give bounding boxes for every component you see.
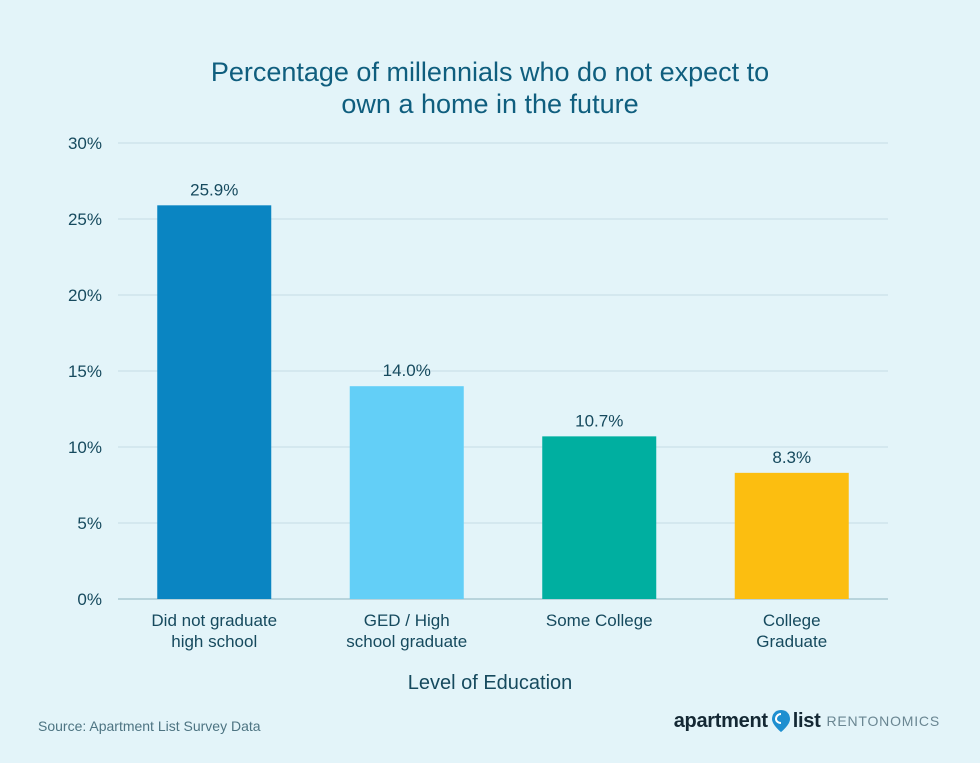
x-axis-title: Level of Education xyxy=(408,672,573,694)
source-note: Source: Apartment List Survey Data xyxy=(38,718,261,734)
x-axis-categories: Did not graduate high school GED / High sch… xyxy=(151,611,827,651)
y-tick-label: 0% xyxy=(77,590,102,609)
y-axis-ticks: 0% 5% 10% 15% 20% 25% 30% xyxy=(68,134,102,609)
chart-title: Percentage of millennials who do not exp… xyxy=(211,57,769,119)
bar xyxy=(734,472,849,599)
y-tick-label: 25% xyxy=(68,210,102,229)
chart-title-line: own a home in the future xyxy=(341,89,638,119)
y-tick-label: 5% xyxy=(77,514,102,533)
bar xyxy=(157,205,272,599)
brand-name-part1: apartment xyxy=(673,709,768,732)
map-pin-icon xyxy=(771,710,790,732)
bar xyxy=(542,436,657,599)
bar-value-label: 25.9% xyxy=(190,180,238,199)
chart-title-line: Percentage of millennials who do not exp… xyxy=(211,57,769,87)
bars xyxy=(157,205,849,599)
bar-value-label: 10.7% xyxy=(575,411,623,430)
y-tick-label: 20% xyxy=(68,286,102,305)
bar xyxy=(349,386,464,599)
y-tick-label: 30% xyxy=(68,134,102,153)
brand-name-part2: list xyxy=(792,709,821,732)
x-category-label: Did not graduate xyxy=(151,611,277,630)
x-category-label: College xyxy=(763,611,821,630)
brand-subtitle: RENTONOMICS xyxy=(826,713,940,729)
brand-logo: apartment list RENTONOMICS xyxy=(674,709,940,733)
x-category-label: Graduate xyxy=(756,632,827,651)
x-category-label: school graduate xyxy=(346,632,467,651)
x-category-label: GED / High xyxy=(364,611,450,630)
x-category-label: Some College xyxy=(546,611,653,630)
bar-value-label: 14.0% xyxy=(383,361,431,380)
x-category-label: high school xyxy=(171,632,257,651)
bar-value-label: 8.3% xyxy=(772,448,811,467)
y-tick-label: 10% xyxy=(68,438,102,457)
value-labels: 25.9% 14.0% 10.7% 8.3% xyxy=(190,180,811,467)
y-tick-label: 15% xyxy=(68,362,102,381)
